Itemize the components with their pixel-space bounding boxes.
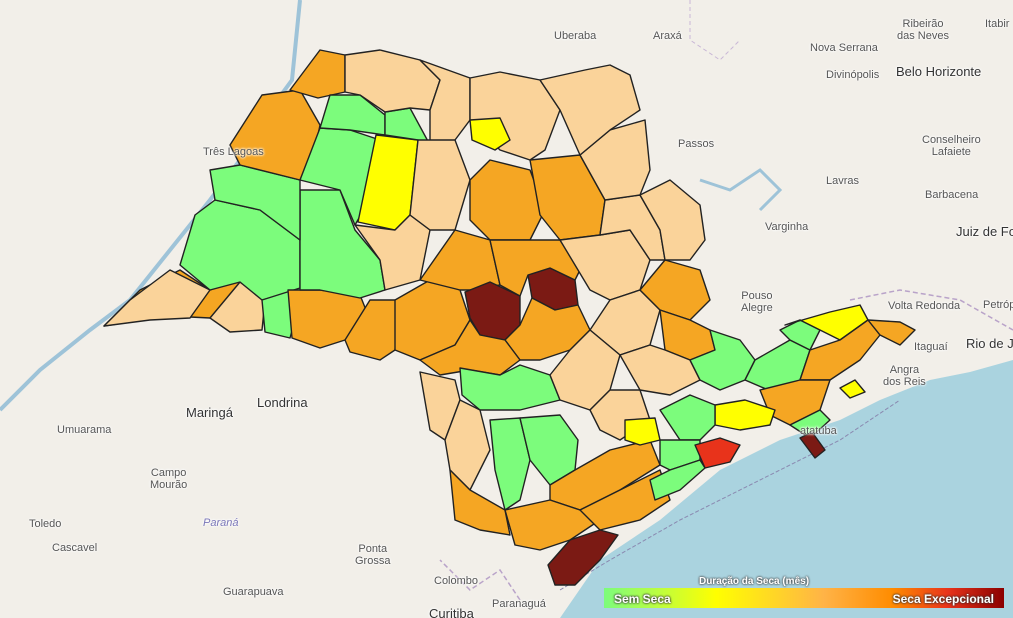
state-border-pr [439, 559, 521, 601]
state-border-rj [849, 289, 1013, 331]
city-label: Uberaba [554, 30, 597, 42]
city-label: Londrina [257, 395, 308, 410]
city-label: Juiz de Fo [956, 224, 1013, 239]
city-label: Ponta Grossa [355, 543, 391, 567]
city-label: Rio de Ja [966, 336, 1013, 351]
region-exceptional[interactable] [799, 431, 826, 459]
region-severe[interactable] [504, 499, 601, 551]
city-label: Ribeirão das Neves [897, 18, 949, 42]
region-severe[interactable] [289, 49, 346, 99]
city-label: Campo Mourão [150, 467, 188, 491]
city-label: Cascavel [52, 542, 98, 554]
region-severe[interactable] [504, 297, 591, 361]
region-moderate[interactable] [354, 214, 431, 291]
city-label: Colombo [434, 575, 479, 587]
city-label: Curitiba [429, 606, 474, 618]
region-moderate[interactable] [409, 139, 471, 231]
parana-river [0, 0, 302, 412]
city-label: Itaguaí [914, 341, 948, 353]
region-moderate[interactable] [639, 179, 706, 261]
city-label: Araxá [653, 30, 682, 42]
region-light[interactable] [469, 117, 511, 151]
city-label: Pouso Alegre [741, 290, 773, 314]
city-label: Três Lagoas [203, 146, 264, 158]
region-moderate[interactable] [344, 49, 441, 113]
region-no-drought[interactable] [689, 329, 756, 391]
furnas-lake [699, 168, 783, 212]
region-light[interactable] [624, 417, 661, 446]
region-severe[interactable] [469, 159, 546, 241]
city-label: Nova Serrana [810, 42, 878, 54]
city-label: Itabir [985, 18, 1010, 30]
city-label: Paranaguá [492, 598, 546, 610]
state-border-mg [689, 0, 741, 61]
city-label: Conselheiro Lafaiete [922, 134, 981, 158]
city-label: Passos [678, 138, 715, 150]
region-moderate[interactable] [619, 344, 701, 396]
region-exceptional[interactable] [547, 529, 619, 586]
region-no-drought[interactable] [789, 409, 831, 439]
maritime-boundary [559, 399, 901, 591]
city-label: atatuba [800, 425, 837, 437]
city-label: Divinópolis [826, 69, 880, 81]
legend: Duração da Seca (mês) Sem Seca Seca Exce… [604, 576, 1004, 610]
ocean [560, 360, 1013, 618]
region-light[interactable] [839, 379, 866, 399]
legend-min-label: Sem Seca [614, 592, 671, 606]
region-severe[interactable] [419, 319, 521, 376]
region-severe[interactable] [449, 469, 511, 536]
region-severe[interactable] [867, 319, 916, 346]
city-label: Toledo [29, 518, 62, 530]
city-label: Belo Horizonte [896, 64, 982, 79]
city-label: Barbacena [925, 189, 979, 201]
city-label: Petróp [983, 299, 1013, 311]
city-label: Volta Redonda [888, 300, 961, 312]
region-severe[interactable] [419, 229, 501, 291]
legend-color-bar [604, 588, 1004, 608]
city-label: Varginha [765, 221, 809, 233]
city-label: Guarapuava [223, 586, 284, 598]
region-no-drought[interactable] [649, 459, 706, 501]
city-label: Lavras [826, 175, 860, 187]
legend-max-label: Seca Excepcional [892, 592, 994, 606]
legend-title: Duração da Seca (mês) [698, 576, 810, 587]
region-moderate[interactable] [539, 64, 641, 156]
city-label: Maringá [186, 405, 233, 420]
region-severe[interactable] [489, 239, 581, 297]
city-label: Umuarama [57, 424, 112, 436]
city-label: Paraná [203, 517, 239, 529]
region-no-drought[interactable] [659, 394, 716, 441]
region-no-drought[interactable] [459, 364, 561, 411]
city-label: Angra dos Reis [883, 364, 926, 388]
